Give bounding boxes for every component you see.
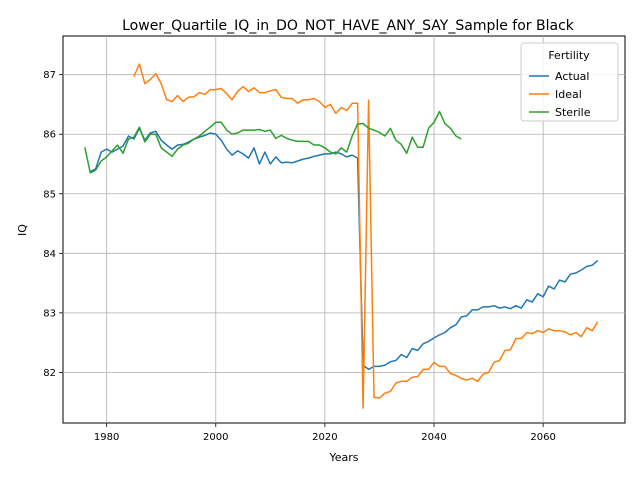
series-line-actual bbox=[89, 127, 599, 371]
y-tick-label: 84 bbox=[43, 249, 56, 260]
grid bbox=[63, 36, 625, 423]
legend-label-actual: Actual bbox=[555, 70, 589, 83]
legend-frame bbox=[520, 42, 619, 122]
x-axis-label: Years bbox=[328, 451, 358, 464]
x-tick-label: 1980 bbox=[94, 432, 119, 443]
x-tick-label: 2020 bbox=[312, 432, 337, 443]
y-axis-label: IQ bbox=[16, 224, 29, 236]
legend-label-sterile: Sterile bbox=[555, 106, 591, 119]
plot-area: 1980 2000 2020 2040 2060 82 83 84 85 86 87 bbox=[43, 35, 626, 443]
y-tick-label: 85 bbox=[43, 189, 56, 200]
y-axis: 82 83 84 85 86 87 bbox=[43, 70, 63, 379]
x-tick-label: 2060 bbox=[530, 432, 555, 443]
plot-frame bbox=[62, 35, 626, 424]
y-tick-label: 86 bbox=[43, 130, 56, 141]
series-layer bbox=[84, 63, 599, 409]
legend-items: Actual Ideal Sterile bbox=[529, 70, 591, 119]
x-tick-label: 2000 bbox=[203, 432, 228, 443]
series-line-ideal bbox=[133, 63, 599, 409]
legend-label-ideal: Ideal bbox=[555, 88, 582, 101]
x-tick-label: 2040 bbox=[421, 432, 446, 443]
series-line-sterile bbox=[84, 110, 462, 174]
x-axis: 1980 2000 2020 2040 2060 bbox=[94, 423, 556, 443]
legend: Fertility Actual Ideal Sterile bbox=[520, 42, 619, 122]
legend-title: Fertility bbox=[548, 49, 590, 62]
y-tick-label: 83 bbox=[43, 308, 56, 319]
y-tick-label: 82 bbox=[43, 368, 56, 379]
chart-title: Lower_Quartile_IQ_in_DO_NOT_HAVE_ANY_SAY… bbox=[122, 18, 575, 34]
y-tick-label: 87 bbox=[43, 70, 56, 81]
